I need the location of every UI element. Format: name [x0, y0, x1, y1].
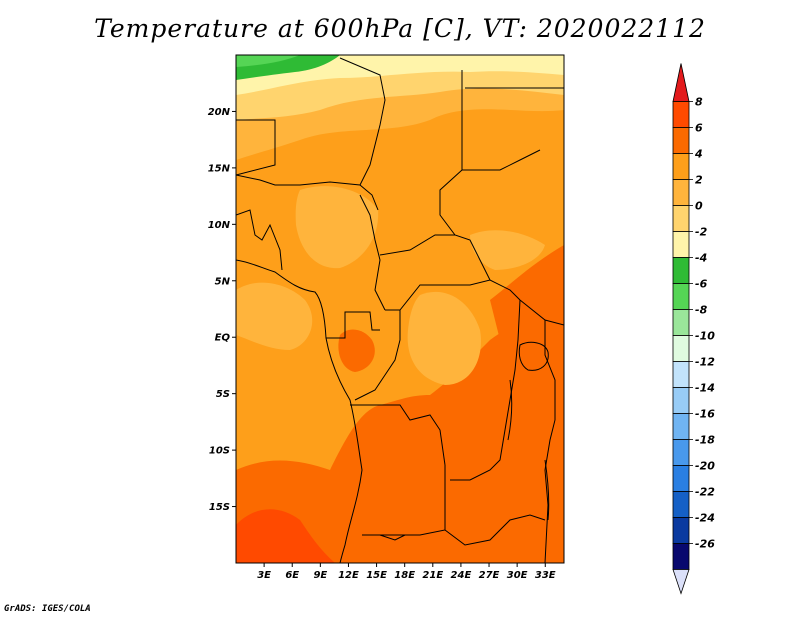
colorbar-segment-bottom [672, 569, 690, 595]
colorbar-segment [672, 543, 690, 570]
colorbar-segment [672, 309, 690, 336]
colorbar-segment [672, 361, 690, 388]
colorbar-label: 8 [695, 96, 703, 109]
boundary-niger-nigeria [236, 174, 361, 186]
colorbar-label: 2 [695, 174, 703, 187]
colorbar-label: -18 [695, 434, 715, 447]
colorbar-label: 6 [695, 122, 703, 135]
colorbar-segment [672, 179, 690, 206]
colorbar-segment [672, 491, 690, 518]
boundary-east-africa [519, 299, 564, 563]
boundary-west-africa [236, 209, 283, 271]
boundary-gabon [326, 311, 380, 339]
colorbar-segment [672, 335, 690, 362]
boundary-egypt-sudan [462, 149, 541, 171]
colorbar-label: -20 [695, 460, 715, 473]
field-patch-0to2-westcoast [236, 282, 313, 350]
boundary-lake-malawi [544, 459, 550, 521]
lat-label: 10N [208, 220, 231, 231]
temperature-field [236, 55, 564, 563]
boundary-lake-tanganyika [507, 379, 513, 441]
colorbar-label: -16 [695, 408, 715, 421]
colorbar-segment [672, 153, 690, 180]
lat-label: 20N [208, 107, 231, 118]
colorbar-label: -22 [695, 486, 715, 499]
colorbar-segment [672, 257, 690, 284]
credit-text: GrADS: IGES/COLA [4, 604, 91, 614]
colorbar-segment [672, 465, 690, 492]
colorbar-segment [672, 101, 690, 128]
colorbar-segment [672, 205, 690, 232]
colorbar-segment [672, 283, 690, 310]
boundary-niger-libya [339, 57, 386, 211]
lat-label: 15S [209, 502, 230, 513]
colorbar-label: -8 [695, 304, 708, 317]
map-frame [235, 54, 565, 564]
colorbar-segment [672, 127, 690, 154]
latitude-axis: 20N 15N 10N 5N EQ 5S 10S 15S [208, 107, 236, 513]
colorbar-label: -10 [695, 330, 715, 343]
boundary-car-north [379, 234, 455, 256]
colorbar-segment [672, 517, 690, 544]
lon-label: 18E [394, 570, 415, 581]
longitude-axis: 3E 6E 9E 12E 15E 18E 21E 24E 27E 30E 33E [257, 563, 556, 581]
colorbar-segment [672, 439, 690, 466]
field-patch-0to2-east [470, 230, 545, 270]
boundary-algeria-niger [236, 119, 276, 176]
field-blob-4to6-west [338, 329, 375, 372]
boundary-libya-egypt [461, 70, 564, 100]
colorbar-segment-top [672, 63, 690, 102]
colorbar-label: -14 [695, 382, 715, 395]
colorbar: 8 6 4 2 0 -2 -4 -6 -8 -10 -12 -14 -16 -18 -20 -22 -24 -26 [672, 63, 715, 595]
colorbar-label: -6 [695, 278, 708, 291]
lon-label: 15E [366, 570, 387, 581]
lat-label: 5N [215, 276, 231, 287]
lon-label: 9E [313, 570, 327, 581]
field-region-m8tom6 [236, 55, 300, 67]
boundary-namibia [362, 534, 406, 541]
colorbar-label: -4 [695, 252, 707, 265]
colorbar-label: -26 [695, 538, 715, 551]
lat-label: 5S [216, 389, 230, 400]
chart-title: Temperature at 600hPa [C], VT: 202002211… [94, 14, 706, 43]
colorbar-segment [672, 413, 690, 440]
lon-label: 21E [422, 570, 443, 581]
boundary-lake-victoria [518, 341, 549, 371]
colorbar-segment [672, 387, 690, 414]
boundary-car-south [385, 279, 521, 311]
boundary-nigeria-cameroon [359, 194, 386, 311]
lat-label: EQ [215, 333, 231, 344]
field-patch-0to2-sahel [295, 186, 379, 269]
colorbar-label: 0 [695, 200, 703, 213]
boundary-drc-east [450, 299, 521, 481]
field-region-4to6-south [236, 300, 564, 563]
field-patch-0to2-center [407, 291, 481, 385]
colorbar-label: -24 [695, 512, 715, 525]
colorbar-label: 4 [694, 148, 703, 161]
lat-label: 15N [208, 163, 231, 174]
lon-label: 12E [338, 570, 359, 581]
lon-label: 30E [507, 570, 528, 581]
boundary-zambia-south [444, 514, 546, 546]
boundary-angola-drc [350, 404, 446, 466]
boundary-coastline [236, 259, 363, 563]
field-region-6to8 [236, 509, 335, 563]
lon-label: 33E [535, 570, 556, 581]
lat-label: 10S [209, 446, 230, 457]
boundary-congo-drc [354, 310, 401, 401]
colorbar-label: -2 [695, 226, 708, 239]
colorbar-label: -12 [695, 356, 715, 369]
boundary-angola-zambia [362, 465, 446, 536]
lon-label: 24E [451, 570, 472, 581]
lon-label: 6E [285, 570, 299, 581]
country-boundaries [236, 57, 564, 563]
lon-label: 27E [479, 570, 500, 581]
colorbar-segment [672, 231, 690, 258]
lon-label: 3E [257, 570, 271, 581]
